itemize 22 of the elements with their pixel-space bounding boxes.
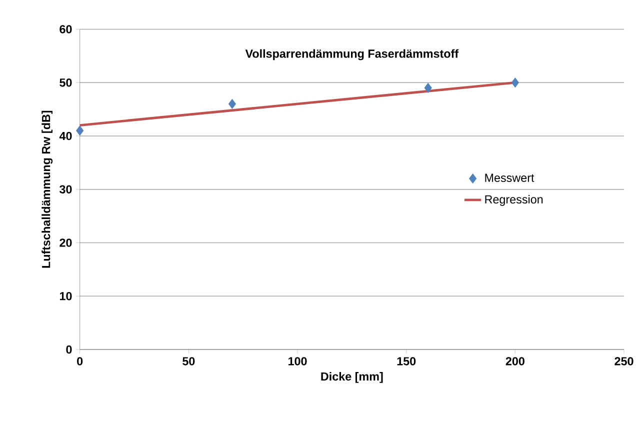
y-tick-label: 40 [59,132,72,140]
y-tick-label: 0 [66,346,72,354]
y-tick-label: 10 [60,292,72,300]
y-tick-label: 60 [60,25,72,34]
x-tick-label: 50 [182,357,195,366]
x-tick-label: 150 [397,357,416,366]
x-tick-label: 200 [506,357,524,366]
y-tick-label: 50 [60,78,72,87]
point [511,78,520,88]
y-tick-label: 20 [60,238,72,248]
x-tick-label: 100 [288,357,307,366]
x-tick-label: 0 [77,357,83,366]
y-axis-title: Luftschalldämmung Rw [dB] [42,111,53,268]
legend-label: Regression [485,195,543,206]
x-tick-label: 250 [614,357,634,366]
x-axis-title: Dicke [mm] [321,372,383,384]
legend-label: Messwert [485,174,534,182]
point [228,99,236,110]
point [76,126,84,136]
point [424,83,432,94]
text: Vollsparrendämmung Faserdämmstoff [245,49,459,60]
y-tick-label: 30 [60,185,72,194]
